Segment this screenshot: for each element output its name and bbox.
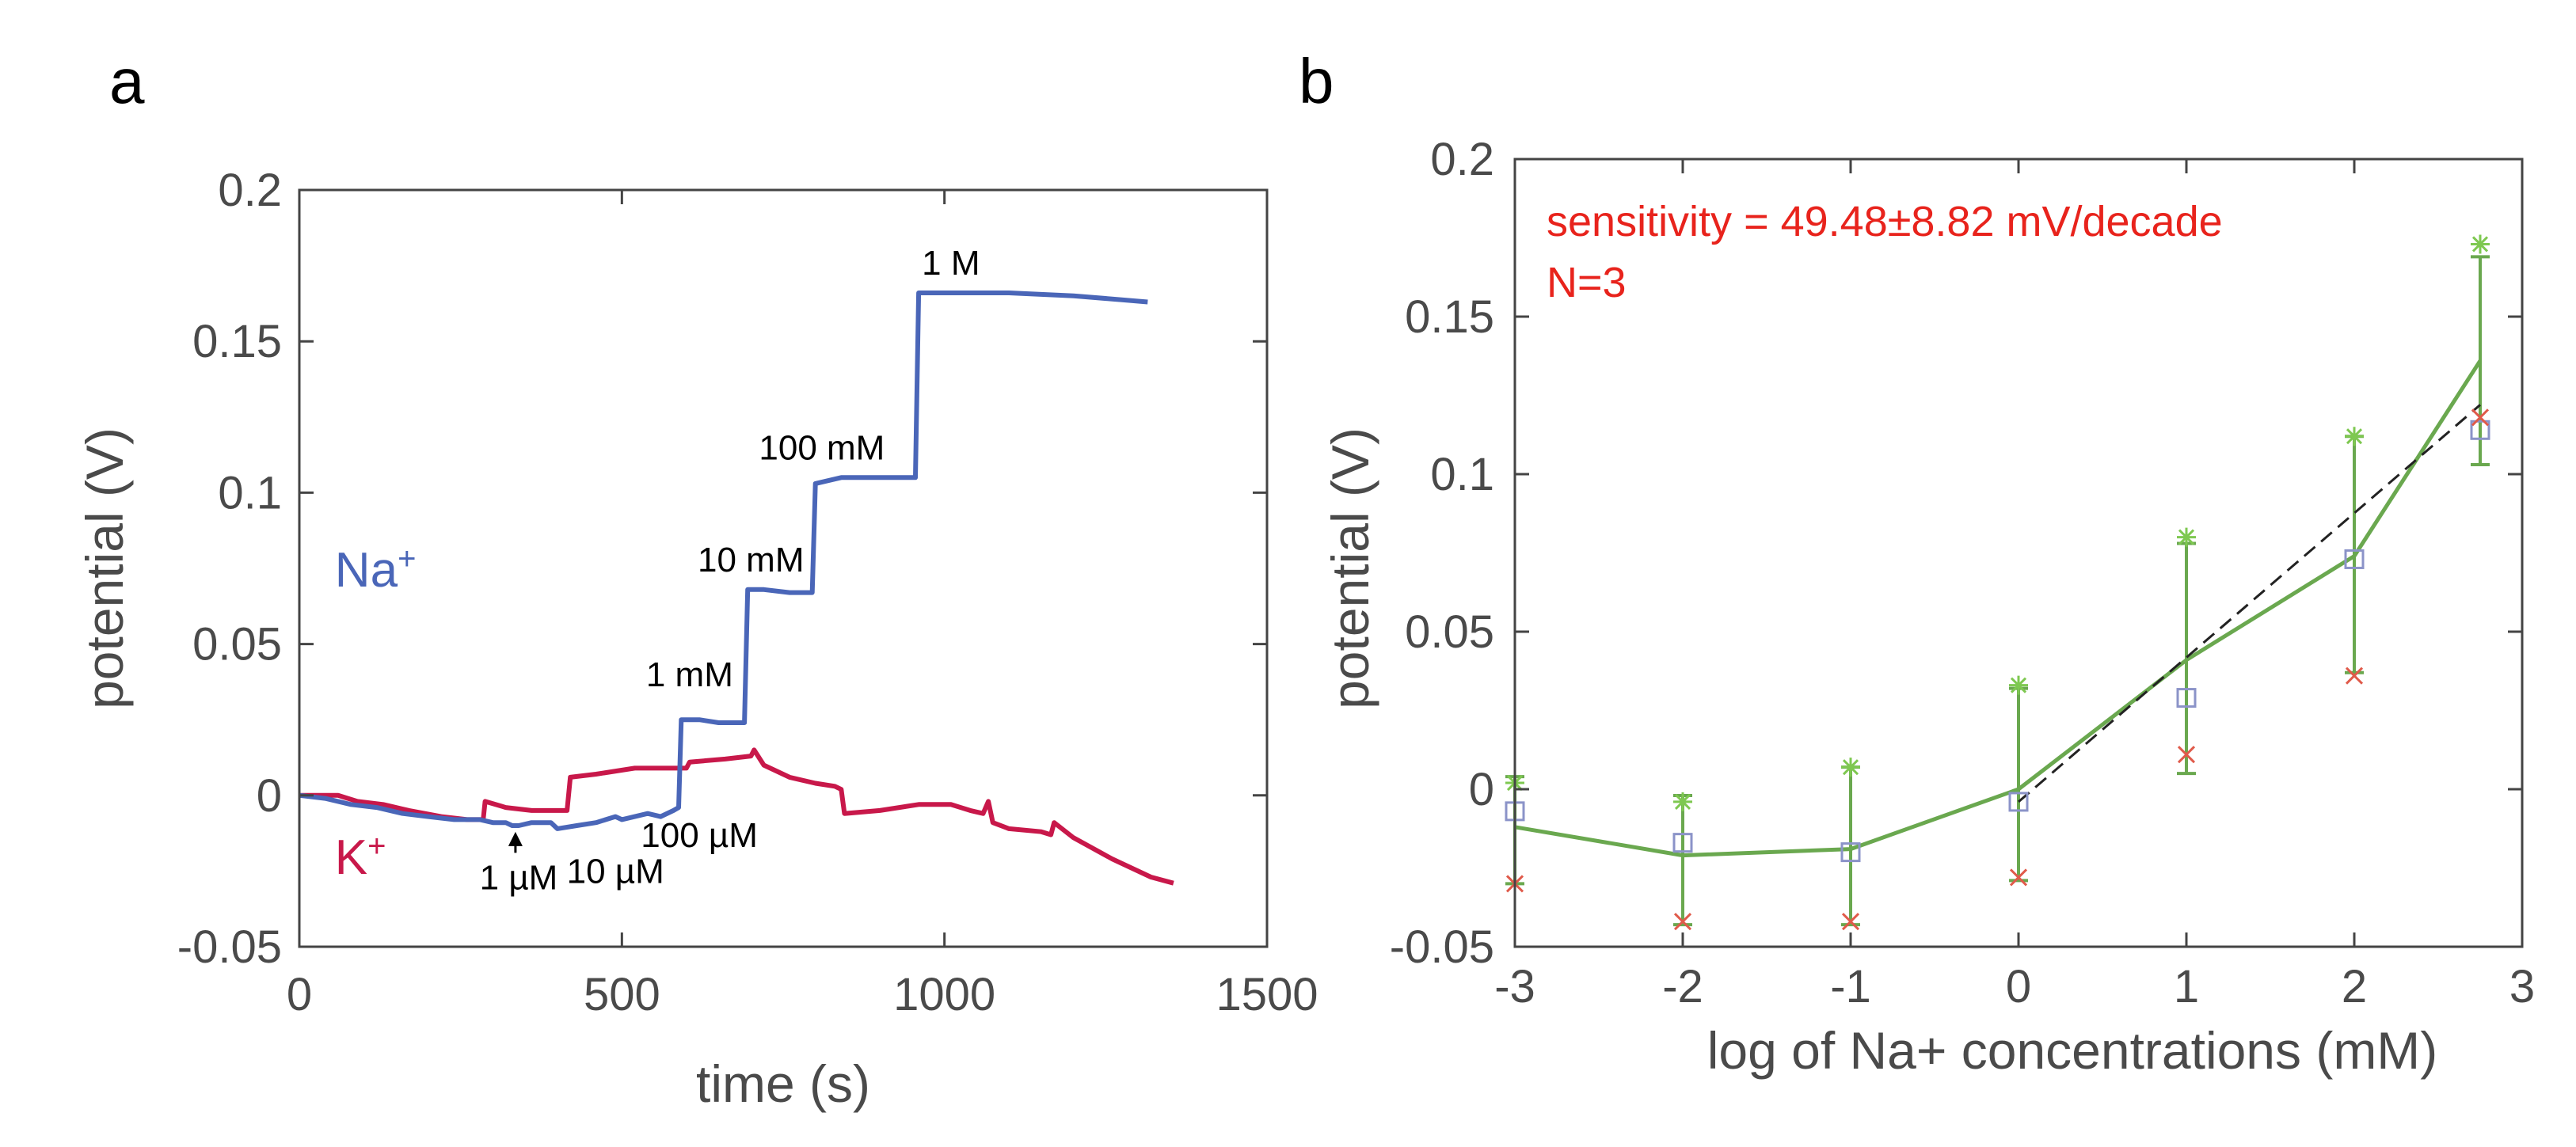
x-tick-label: 0 (287, 969, 312, 1020)
trial-marker-square (1672, 833, 1693, 853)
y-tick-label: 0.15 (192, 316, 282, 367)
trial-marker-square (2008, 792, 2029, 812)
step-annotation: 1 M (922, 244, 980, 283)
x-tick-label: 500 (584, 969, 660, 1020)
trial-marker-x (2009, 868, 2028, 887)
x-tick-label: 3 (2509, 961, 2535, 1012)
x-tick-label: 1500 (1216, 969, 1318, 1020)
y-tick-label: 0.1 (218, 467, 282, 518)
trial-marker-x (2345, 667, 2364, 685)
x-tick-label: 0 (2006, 961, 2031, 1012)
panel-label-b: b (1299, 46, 1334, 116)
series-label-main: K (335, 830, 367, 885)
y-tick-label: 0 (257, 770, 282, 822)
series-label-na: Na+ (335, 541, 417, 598)
y-tick-label: -0.05 (177, 921, 282, 973)
trial-marker-x (2471, 408, 2490, 427)
step-annotation: 100 µM (641, 816, 758, 855)
trial-marker-x (1673, 913, 1692, 931)
trial-marker-star (1673, 792, 1692, 811)
panel-b: b -3 -2 -1 0 1 2 3 -0.05 0 0.05 0.1 0.15 0.2 log of … (1299, 46, 2535, 1080)
panel-b-y-axis-label: potential (V) (1321, 427, 1379, 709)
panel-b-x-axis-label: log of Na+ concentrations (mM) (1707, 1021, 2438, 1080)
panel-b-sensitivity-text: sensitivity = 49.48±8.82 mV/decade (1547, 198, 2223, 245)
y-tick-label: 0.05 (1405, 606, 1494, 658)
panel-a-axes-frame (298, 188, 1269, 948)
y-tick-label: 0.15 (1405, 291, 1494, 343)
y-tick-label: 0.05 (192, 619, 282, 670)
trial-marker-square (1840, 842, 1861, 863)
trial-marker-star (1841, 758, 1860, 777)
y-tick-label: 0.1 (1430, 449, 1494, 500)
trial-marker-x (2177, 746, 2196, 764)
panel-a-x-axis-label: time (s) (696, 1054, 870, 1113)
fit-line (2018, 404, 2481, 803)
x-tick-label: 2 (2342, 961, 2367, 1012)
y-tick-label: 0.2 (218, 165, 282, 216)
series-label-sup: + (367, 829, 386, 864)
trial-marker-star (2345, 427, 2364, 446)
step-annotation: 10 µM (567, 853, 664, 891)
step-annotation: 1 mM (646, 655, 733, 694)
x-tick-label: -1 (1830, 961, 1871, 1012)
series-label-main: Na (335, 543, 398, 598)
series-label-k: K+ (335, 829, 386, 885)
panel-b-n-text: N=3 (1547, 259, 1627, 306)
y-tick-label: 0 (1469, 764, 1494, 815)
step-annotation: 100 mM (759, 428, 885, 467)
trial-marker-star (2009, 675, 2028, 695)
annotation-arrow-head (508, 831, 523, 846)
step-annotation: 1 µM (480, 858, 558, 897)
x-tick-label: -2 (1662, 961, 1703, 1012)
series-line-na (299, 291, 1148, 831)
x-tick-label: -3 (1494, 961, 1535, 1012)
series-label-sup: + (398, 541, 416, 576)
trial-marker-x (1841, 913, 1860, 931)
trial-marker-square (2176, 688, 2197, 708)
panel-b-ticks: -3 -2 -1 0 1 2 3 -0.05 0 0.05 0.1 0.15 0.2 (1390, 134, 2535, 1012)
mean-line (1514, 359, 2483, 858)
y-tick-label: 0.2 (1430, 134, 1494, 185)
x-tick-label: 1000 (893, 969, 995, 1020)
panel-b-data-layer (1505, 234, 2490, 931)
y-tick-label: -0.05 (1390, 921, 1494, 973)
step-annotation: 10 mM (698, 541, 804, 579)
trial-marker-square (2344, 549, 2365, 569)
x-tick-label: 1 (2174, 961, 2199, 1012)
trial-marker-square (2470, 420, 2490, 440)
trial-marker-star (2177, 527, 2196, 547)
panel-a-y-axis-label: potential (V) (75, 427, 134, 709)
trial-marker-star (2471, 234, 2490, 254)
panel-label-a: a (109, 46, 145, 116)
